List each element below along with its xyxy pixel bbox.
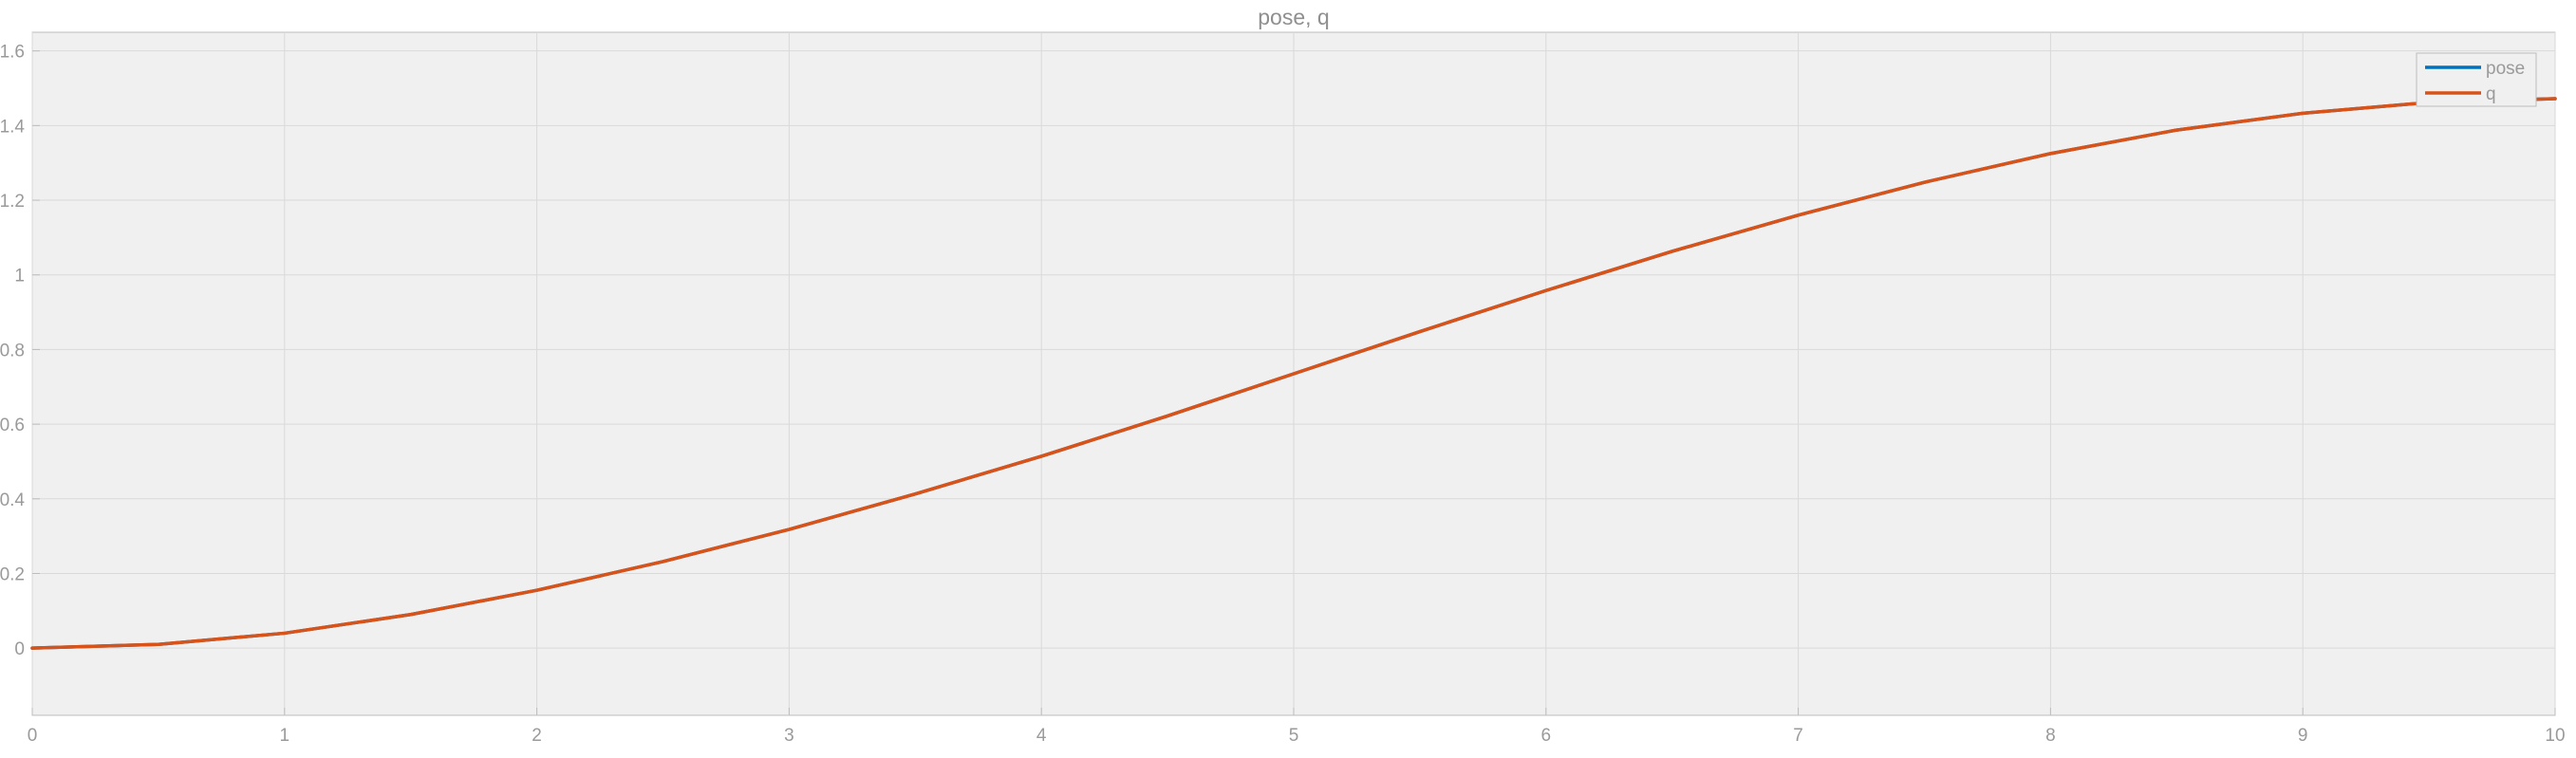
y-tick-label: 1.6 — [0, 43, 25, 63]
x-tick-label: 3 — [784, 726, 794, 746]
y-tick-label: 1 — [14, 267, 25, 287]
x-tick-label: 5 — [1289, 726, 1299, 746]
y-tick-label: 0.8 — [0, 341, 25, 361]
chart-title: pose, q — [1258, 5, 1329, 29]
x-tick-label: 9 — [2298, 726, 2308, 746]
x-tick-label: 8 — [2045, 726, 2056, 746]
y-tick-label: 1.4 — [0, 117, 25, 137]
grid-lines — [31, 32, 2556, 715]
legend: pose q — [2416, 52, 2537, 107]
y-tick-label: 0.2 — [0, 564, 25, 584]
y-tick-label: 1.2 — [0, 192, 25, 212]
y-tick-label: 0.6 — [0, 416, 25, 435]
legend-label-pose: pose — [2486, 59, 2525, 79]
x-tick-label: 1 — [280, 726, 290, 746]
legend-label-q: q — [2486, 84, 2496, 104]
y-tick-label: 0.4 — [0, 490, 25, 510]
x-tick-label: 2 — [532, 726, 542, 746]
x-tick-label: 6 — [1541, 726, 1552, 746]
x-tick-label: 10 — [2545, 726, 2565, 746]
series-line-q — [30, 97, 2557, 650]
legend-box — [2416, 52, 2537, 107]
x-tick-label: 4 — [1036, 726, 1047, 746]
y-tick-label: 0 — [14, 639, 25, 659]
x-tick-label: 7 — [1793, 726, 1803, 746]
x-tick-label: 0 — [28, 726, 38, 746]
